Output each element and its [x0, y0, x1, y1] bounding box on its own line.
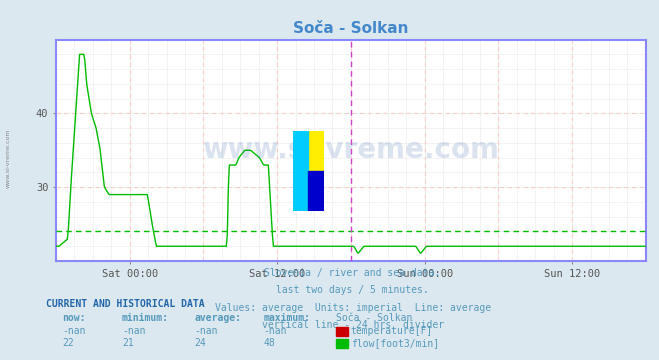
Text: -nan: -nan — [63, 326, 86, 336]
Text: now:: now: — [63, 313, 86, 323]
Text: average:: average: — [194, 313, 241, 323]
Text: www.si-vreme.com: www.si-vreme.com — [5, 129, 11, 188]
Text: -nan: -nan — [264, 326, 287, 336]
Text: CURRENT AND HISTORICAL DATA: CURRENT AND HISTORICAL DATA — [46, 299, 205, 309]
Text: -nan: -nan — [122, 326, 146, 336]
Text: Slovenia / river and sea data.: Slovenia / river and sea data. — [264, 268, 441, 278]
Title: Soča - Solkan: Soča - Solkan — [293, 21, 409, 36]
Text: 22: 22 — [63, 338, 74, 348]
Text: maximum:: maximum: — [264, 313, 310, 323]
Text: -nan: -nan — [194, 326, 218, 336]
Text: temperature[F]: temperature[F] — [351, 326, 433, 336]
Text: Soča - Solkan: Soča - Solkan — [336, 313, 413, 323]
Text: vertical line - 24 hrs  divider: vertical line - 24 hrs divider — [262, 320, 444, 330]
Text: flow[foot3/min]: flow[foot3/min] — [351, 338, 439, 348]
Bar — [308, 171, 324, 211]
Bar — [293, 131, 308, 211]
Text: last two days / 5 minutes.: last two days / 5 minutes. — [276, 285, 429, 296]
Text: www.si-vreme.com: www.si-vreme.com — [202, 136, 500, 164]
Text: minimum:: minimum: — [122, 313, 169, 323]
Text: Values: average  Units: imperial  Line: average: Values: average Units: imperial Line: av… — [214, 303, 491, 313]
Bar — [308, 131, 324, 171]
Text: 48: 48 — [264, 338, 275, 348]
Text: 24: 24 — [194, 338, 206, 348]
Text: 21: 21 — [122, 338, 134, 348]
